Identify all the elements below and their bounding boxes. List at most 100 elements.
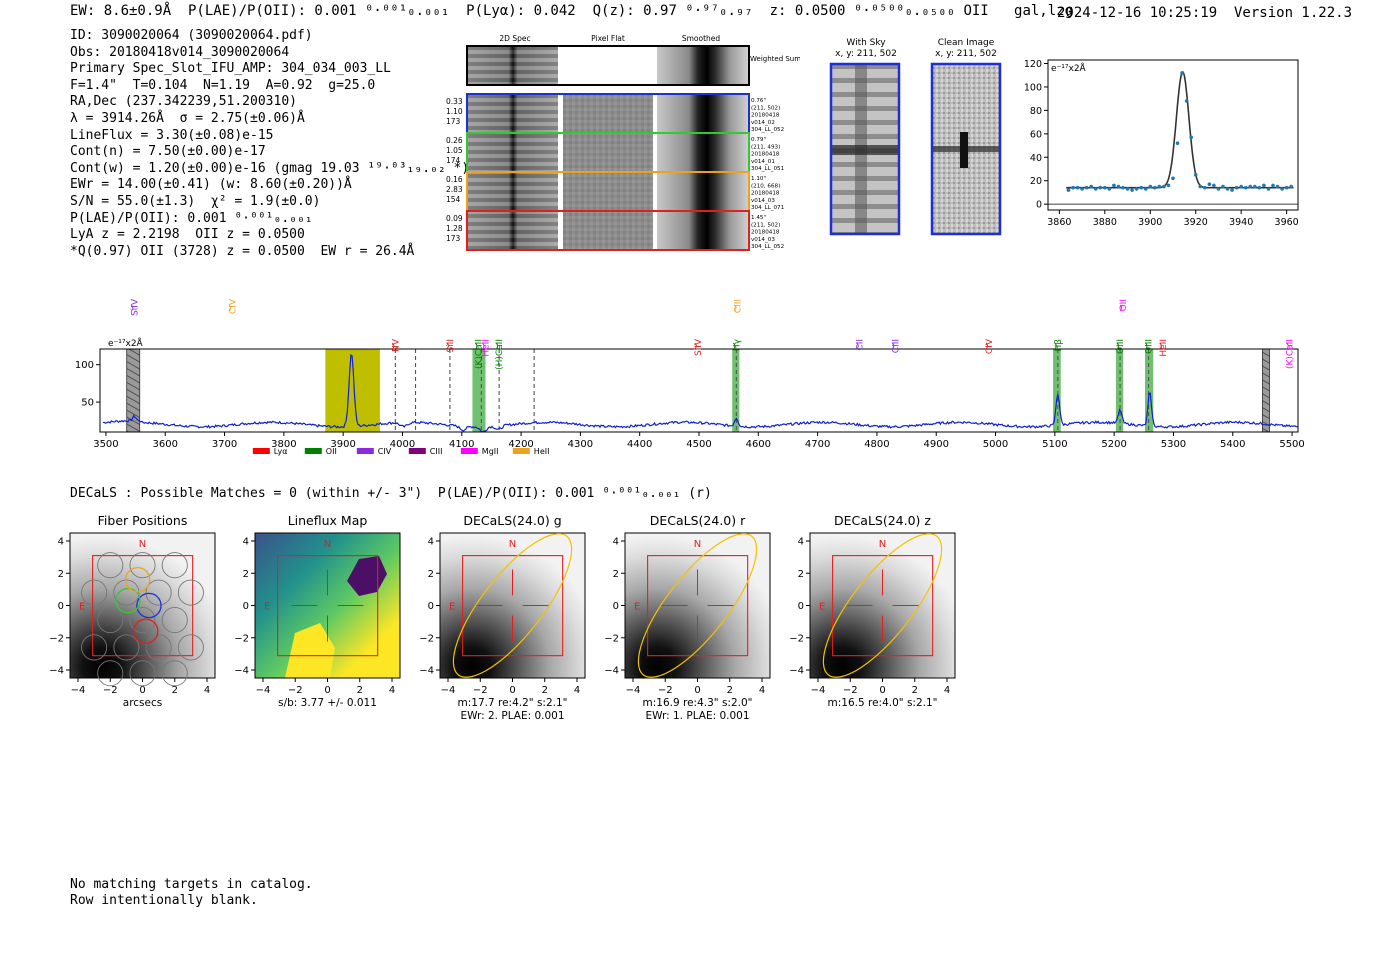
- cutout-row-0-stat-1: 1.10: [446, 107, 463, 116]
- spectrum-xtick-label-3: 3800: [271, 439, 296, 450]
- cutout-pixelflat-3: [563, 212, 653, 249]
- decals-panel-image-2: [440, 533, 585, 678]
- spectrum-line-marker-7: [694, 342, 697, 350]
- decals-caption-4: m:16.5 re:4.0" s:2.1": [828, 697, 938, 709]
- spectrum-xtick-label-2: 3700: [212, 439, 237, 450]
- line-fit-xtick-label-4: 3940: [1229, 217, 1253, 228]
- decals-crosshair-2: [476, 569, 549, 642]
- spectrum-line-label-18: (K)CaII: [1286, 339, 1296, 369]
- cutout-smoothed-2: [657, 173, 748, 210]
- cutout-pixelflat-1: [563, 134, 653, 171]
- line-fit-point-23: [1171, 176, 1175, 181]
- line-fit-point-7: [1098, 185, 1103, 190]
- fiber-primary-blue: [136, 592, 162, 619]
- cutout-row-1-meta-3: v014_01: [751, 159, 775, 165]
- decals-xtick-label-2-0: −4: [441, 685, 456, 696]
- spectrum-line-label-1: CIV: [228, 298, 238, 314]
- info-fiber-params: F=1.4" T=0.104 N=1.19 A=0.92 g=25.0: [70, 77, 376, 93]
- line-fit-point-41: [1253, 184, 1257, 189]
- fiber-circle-6: [177, 579, 204, 606]
- spectrum-line-label-11: CIII: [891, 339, 901, 353]
- info-lya-oii-z: LyA z = 2.2198 OII z = 0.0500: [70, 227, 305, 243]
- fiber-circle-4: [113, 579, 140, 606]
- line-fit-point-32: [1212, 183, 1216, 188]
- spectrum-band-1: [732, 349, 740, 432]
- decals-xtick-label-2-1: −2: [473, 685, 488, 696]
- decals-caption2-2: EWr: 2. PLAE: 0.001: [460, 710, 564, 722]
- decals-ytick-label-0-4: −4: [49, 666, 64, 677]
- spectrum-legend-swatch-0: [252, 448, 270, 454]
- info-sn-chi2: S/N = 55.0(±1.3) χ² = 1.9(±0.0): [70, 193, 321, 209]
- line-fit-point-18: [1148, 184, 1153, 189]
- fiber-circle-13: [177, 634, 204, 661]
- decals-xtick-label-1-3: 2: [357, 685, 363, 696]
- spectrum-line-marker-10: [856, 342, 859, 350]
- line-fit-ytick-label-3: 60: [1030, 129, 1042, 140]
- decals-xtick-label-3-3: 2: [727, 685, 733, 696]
- line-fit-point-36: [1230, 188, 1234, 192]
- decals-xtick-label-0-0: −4: [71, 685, 86, 696]
- cutout-smoothed-3: [657, 212, 748, 249]
- info-ra-dec: RA,Dec (237.342239,51.200310): [70, 94, 297, 110]
- fiber-circle-10: [81, 634, 108, 661]
- spectrum-xtick-label-6: 4100: [449, 439, 474, 450]
- decals-caption-2: m:17.7 re:4.2" s:2.1": [458, 697, 568, 709]
- spectrum-line-label-0: SiIV: [130, 298, 140, 316]
- spectrum-trace: [102, 353, 1298, 433]
- spectrum-line-marker-9: [734, 304, 737, 312]
- line-fit-point-28: [1193, 173, 1198, 177]
- fiber-circle-9: [161, 606, 188, 634]
- decals-north-label-1: N: [324, 539, 331, 550]
- spectrum-xtick-label-4: 3900: [330, 439, 355, 450]
- fiber-circle-1: [129, 552, 156, 579]
- decals-xtick-label-4-3: 2: [912, 685, 918, 696]
- fiber-circle-8: [129, 606, 156, 634]
- spectrum-line-label-6: (H)CaII: [495, 339, 505, 370]
- fiber-orange: [124, 566, 151, 593]
- line-fit-point-12: [1121, 185, 1125, 190]
- catalog-footer: No matching targets in catalog. Row inte…: [70, 877, 313, 908]
- cutout-row-3-meta-1: (211, 502): [751, 222, 780, 228]
- line-fit-point-24: [1175, 141, 1180, 146]
- decals-ytick-label-1-0: 4: [243, 537, 249, 548]
- spectrum-line-marker-12: [985, 342, 988, 350]
- cutout-pixelflat-2: [563, 173, 653, 210]
- fiber-red: [132, 618, 159, 645]
- decals-north-label-3: N: [694, 539, 701, 550]
- with-sky-coords: x, y: 211, 502: [835, 49, 897, 59]
- line-fit-ytick-label-1: 20: [1030, 176, 1042, 187]
- decals-xtick-label-4-2: 0: [879, 685, 885, 696]
- spectrum-legend-swatch-1: [304, 448, 322, 454]
- decals-panel-title-0: Fiber Positions: [98, 513, 188, 528]
- decals-ytick-label-4-4: −4: [789, 666, 804, 677]
- cutout-smoothed-0: [657, 95, 748, 132]
- decals-xtick-label-3-1: −2: [658, 685, 673, 696]
- decals-xtick-label-0-1: −2: [103, 685, 118, 696]
- decals-xtick-label-3-2: 0: [694, 685, 700, 696]
- decals-xtick-label-0-4: 4: [204, 685, 210, 696]
- line-fit-point-19: [1153, 185, 1157, 190]
- spectrum-ytick-label-0: 50: [81, 398, 94, 409]
- spectrum-line-marker-16: [1145, 342, 1148, 350]
- line-fit-xtick-label-5: 3960: [1275, 217, 1299, 228]
- decals-search-box-2: [462, 555, 564, 657]
- cutout-row-1-meta-2: 20180418: [751, 152, 780, 158]
- info-cont-w: Cont(w) = 1.20(±0.00)e-16 (gmag 19.03 ¹⁹…: [70, 160, 470, 176]
- spectrum-legend-label-3: CIII: [430, 447, 443, 456]
- spectrum-line-marker-18: [1286, 342, 1289, 350]
- line-fit-xtick-label-2: 3900: [1138, 217, 1162, 228]
- spectrum-ytick-label-1: 100: [75, 360, 94, 371]
- col-label-pixel-flat: Pixel Flat: [591, 34, 625, 43]
- cutout-row-3-meta-3: v014_03: [751, 237, 775, 243]
- decals-ytick-label-3-3: −2: [604, 633, 619, 644]
- decals-xtick-label-4-0: −4: [811, 685, 826, 696]
- spectrum-line-marker-0: [131, 304, 134, 312]
- fiber-circle-0: [97, 552, 124, 579]
- col-label-2d-spec: 2D Spec: [499, 34, 530, 43]
- decals-ytick-label-1-3: −2: [234, 633, 249, 644]
- line-fit-point-8: [1103, 185, 1107, 190]
- decals-caption-0: arcsecs: [123, 697, 162, 709]
- line-fit-point-13: [1125, 187, 1130, 191]
- spectrum-line-marker-8: [733, 342, 736, 350]
- line-fit-point-48: [1284, 185, 1289, 190]
